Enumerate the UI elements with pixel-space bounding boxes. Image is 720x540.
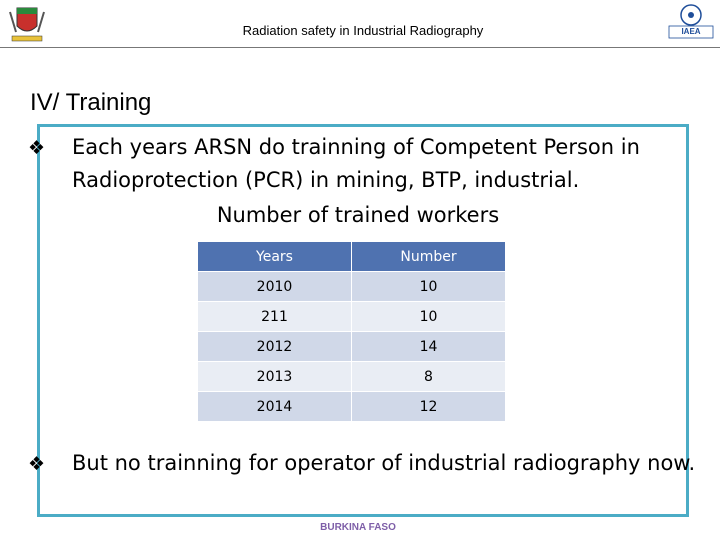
data-table: Years Number 2010 10 211 10 2012 14 2013 8 2014 12 xyxy=(197,241,506,422)
table-row: 2014 12 xyxy=(197,391,506,422)
table-cell: 211 xyxy=(197,301,352,332)
bullet-marker: ❖ xyxy=(28,453,46,475)
bullet: ❖ But no trainning for operator of indust… xyxy=(28,447,697,480)
table-cell: 2010 xyxy=(197,271,352,302)
bullet: ❖ Each years ARSN do trainning of Compete… xyxy=(28,131,697,196)
bullet-text: But no trainning for operator of industr… xyxy=(72,451,696,475)
table-row: 2012 14 xyxy=(197,331,506,362)
table-body: 2010 10 211 10 2012 14 2013 8 2014 12 xyxy=(197,271,506,422)
table-cell: 2013 xyxy=(197,361,352,392)
coat-of-arms xyxy=(9,7,45,42)
iaea-logo xyxy=(668,4,714,39)
bullet-marker: ❖ xyxy=(28,137,46,159)
column-header: Years xyxy=(197,241,352,272)
footer: BURKINA FASO xyxy=(320,522,396,533)
table-header: Years Number xyxy=(197,241,506,272)
table-row: 2010 10 xyxy=(197,271,506,302)
table-cell: 10 xyxy=(351,301,506,332)
section-title: IV/ Training xyxy=(30,89,152,116)
header-rule xyxy=(0,47,720,48)
table-caption: Number of trained workers xyxy=(216,203,500,227)
table-cell: 12 xyxy=(351,391,506,422)
table-cell: 14 xyxy=(351,331,506,362)
table-cell: 2014 xyxy=(197,391,352,422)
bullet-text: Each years ARSN do trainning of Competen… xyxy=(72,135,640,192)
table-row: 2013 8 xyxy=(197,361,506,392)
content-frame xyxy=(37,124,689,517)
table-cell: 8 xyxy=(351,361,506,392)
table-cell: 2012 xyxy=(197,331,352,362)
table-cell: 10 xyxy=(351,271,506,302)
table-row: 211 10 xyxy=(197,301,506,332)
column-header: Number xyxy=(351,241,506,272)
logo-text: IAEA xyxy=(681,27,701,36)
header-title: Radiation safety in Industrial Radiograp… xyxy=(242,23,484,38)
